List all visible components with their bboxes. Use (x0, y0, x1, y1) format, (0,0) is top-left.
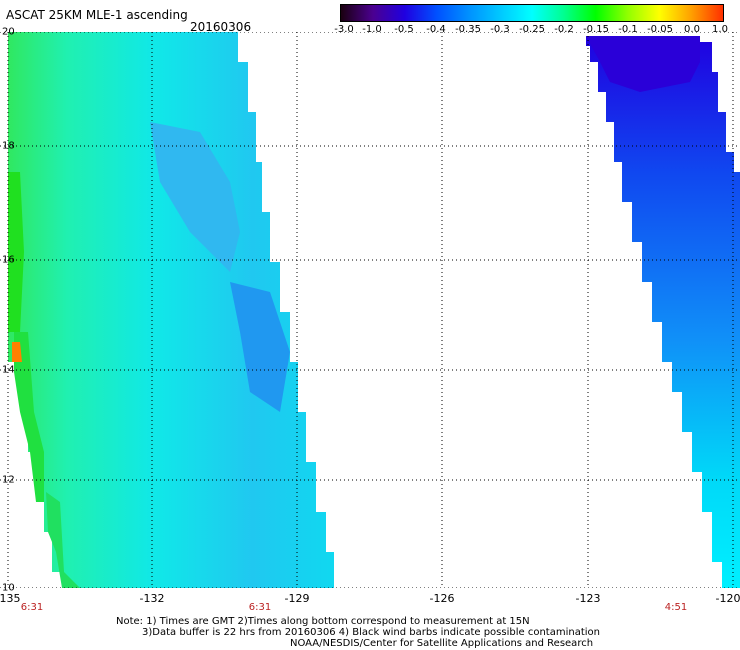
swath-green-patch (14, 332, 44, 502)
left-data-swath (8, 32, 334, 588)
y-axis-tick-label: 20 (2, 26, 15, 38)
colorbar-tick-label: -0.25 (519, 24, 545, 35)
y-axis-tick-label: 16 (2, 254, 15, 266)
swath-green-patch (8, 172, 24, 332)
y-axis-tick-label: 18 (2, 140, 15, 152)
x-axis-tick-label: -120 (715, 592, 740, 605)
y-axis-tick-label: 14 (2, 364, 15, 376)
pass-time-label: 6:31 (248, 602, 272, 613)
colorbar-tick-label: -1.0 (362, 24, 382, 35)
lat-lon-grid (0, 32, 740, 588)
x-axis-tick-label: -126 (429, 592, 455, 605)
swath-blue-patch (150, 122, 240, 272)
x-axis-tick-label: -129 (284, 592, 310, 605)
pass-time-label: 6:31 (20, 602, 44, 613)
colorbar-tick-label: -0.2 (554, 24, 574, 35)
x-axis-tick-label: -135 (0, 592, 21, 605)
colorbar-tick-label: -0.4 (426, 24, 446, 35)
swath-indigo-patch (586, 36, 700, 92)
data-swaths (8, 32, 740, 588)
colorbar-tick-label: 1.0 (712, 24, 728, 35)
pass-time-label: 4:51 (664, 602, 688, 613)
colorbar-tick-label: -0.1 (618, 24, 638, 35)
swath-blue-patch (230, 282, 290, 412)
image-title: ASCAT 25KM MLE-1 ascending (6, 8, 188, 22)
image-date: 20160306 (190, 20, 252, 34)
colorbar-tick-label: -0.05 (647, 24, 673, 35)
right-data-swath (586, 36, 740, 588)
color-scale-bar (340, 4, 724, 22)
y-axis-tick-label: 12 (2, 474, 15, 486)
color-scale-legend: -3.0 -1.0 -0.5 -0.4 -0.35 -0.3 -0.25 -0.2 -0.15-… (334, 4, 728, 44)
colorbar-tick-label: -0.3 (490, 24, 510, 35)
colorbar-tick-label: -0.5 (394, 24, 414, 35)
note-line-2: 3)Data buffer is 22 hrs from 20160306 4)… (142, 627, 600, 638)
x-axis-tick-label: -123 (575, 592, 601, 605)
colorbar-tick-label: -0.15 (583, 24, 609, 35)
colorbar-tick-label: -0.35 (455, 24, 481, 35)
y-axis-tick-label: 10 (2, 582, 15, 594)
note-line-3: NOAA/NESDIS/Center for Satellite Applica… (290, 638, 594, 649)
swath-green-patch (46, 492, 80, 588)
swath-orange-patch (12, 342, 22, 362)
x-axis-tick-label: -132 (139, 592, 165, 605)
colorbar-tick-label: -3.0 (334, 24, 354, 35)
colorbar-tick-label: 0.0 (684, 24, 700, 35)
map-plot-area (0, 32, 740, 588)
note-line-1: Note: 1) Times are GMT 2)Times along bot… (116, 616, 530, 627)
